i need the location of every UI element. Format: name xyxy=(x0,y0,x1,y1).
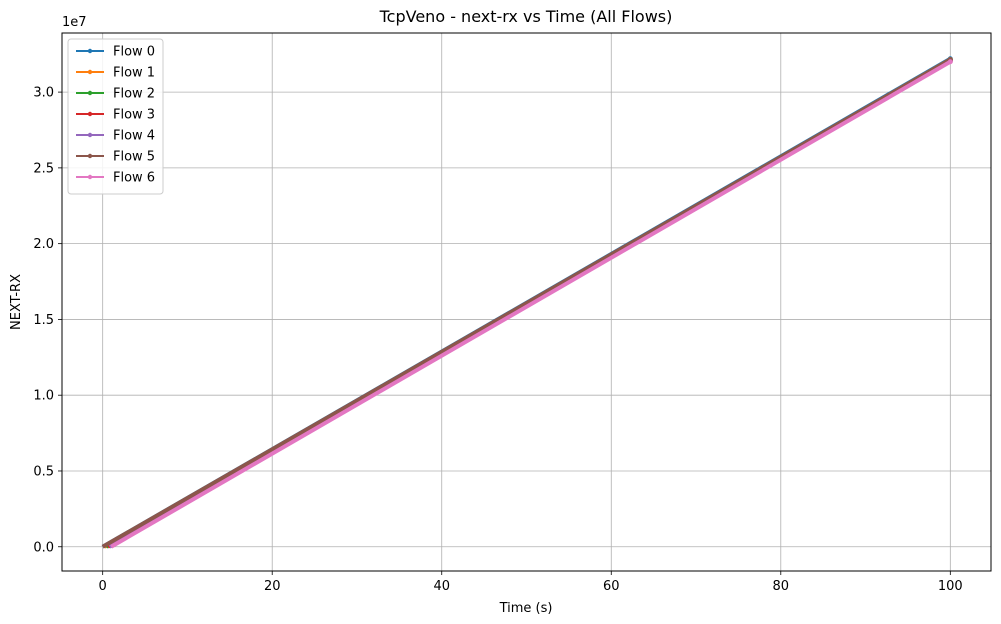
legend-label: Flow 1 xyxy=(113,66,155,81)
legend-label: Flow 2 xyxy=(113,87,155,102)
x-tick-label: 0 xyxy=(99,579,107,594)
y-tick-label: 0.0 xyxy=(33,540,54,555)
series-lines xyxy=(101,56,953,549)
y-offset-label: 1e7 xyxy=(62,15,87,30)
legend-label: Flow 5 xyxy=(113,150,155,165)
chart-title: TcpVeno - next-rx vs Time (All Flows) xyxy=(379,7,673,26)
y-tick-label: 3.0 xyxy=(33,86,54,101)
legend-marker xyxy=(87,90,93,96)
legend-label: Flow 0 xyxy=(113,45,155,60)
y-axis-title: NEXT-RX xyxy=(9,274,24,330)
series-line-flow-5 xyxy=(101,57,952,549)
legend-marker xyxy=(87,174,93,180)
x-tick-label: 100 xyxy=(938,579,963,594)
legend-label: Flow 3 xyxy=(113,108,155,123)
series-end-point xyxy=(947,59,953,65)
y-tick-label: 1.5 xyxy=(33,313,54,328)
y-tick-label: 2.5 xyxy=(33,161,54,176)
y-tick-label: 2.0 xyxy=(33,237,54,252)
legend-marker xyxy=(87,153,93,159)
x-tick-label: 60 xyxy=(603,579,620,594)
legend-label: Flow 6 xyxy=(113,171,155,186)
x-tick-label: 80 xyxy=(773,579,790,594)
grid xyxy=(62,33,991,571)
ticks: 0 20 40 60 80 100 0.0 0.5 1.0 1.5 2.0 2.5 3.0 xyxy=(33,86,962,594)
x-axis-title: Time (s) xyxy=(499,601,553,616)
series-line-flow-6 xyxy=(110,60,952,549)
legend-marker xyxy=(87,111,93,117)
legend-marker xyxy=(87,69,93,75)
legend: Flow 0 Flow 1 Flow 2 Flow 3 Flow 4 Flow 5 Flow… xyxy=(67,38,164,195)
x-tick-label: 20 xyxy=(264,579,281,594)
axes-frame xyxy=(61,32,992,572)
legend-marker xyxy=(87,132,93,138)
legend-marker xyxy=(87,48,93,54)
x-tick-label: 40 xyxy=(433,579,450,594)
y-tick-label: 0.5 xyxy=(33,464,54,479)
legend-label: Flow 4 xyxy=(113,129,155,144)
y-tick-label: 1.0 xyxy=(33,389,54,404)
